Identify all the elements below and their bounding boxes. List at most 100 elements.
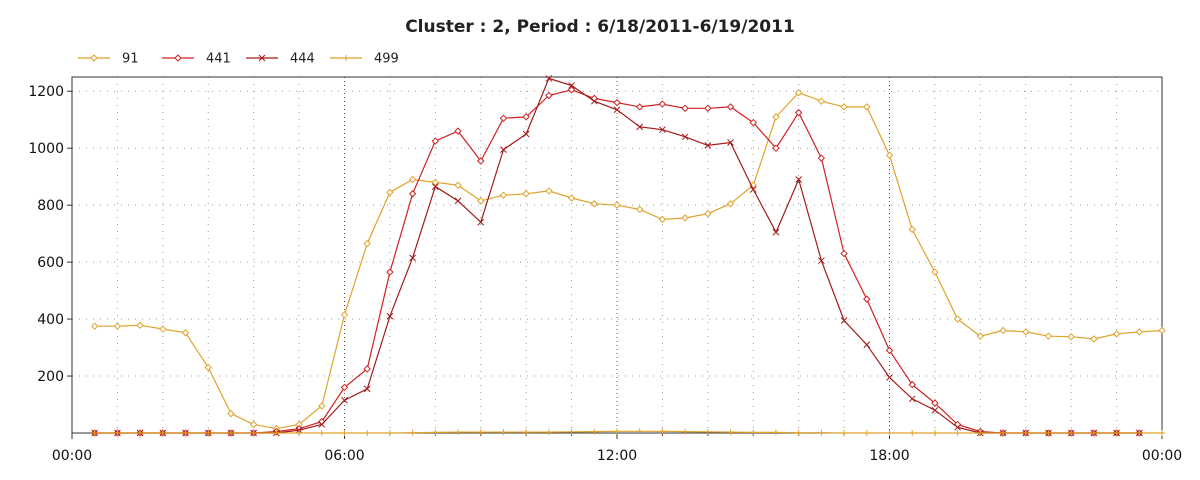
data-point-444 xyxy=(590,97,598,105)
data-point-499 xyxy=(227,430,234,436)
data-point-91 xyxy=(885,151,894,160)
data-point-499 xyxy=(455,429,462,436)
data-point-91 xyxy=(318,402,326,410)
legend-item-441: 441 xyxy=(162,52,231,67)
data-point-499 xyxy=(1136,430,1143,436)
data-point-441 xyxy=(340,383,349,392)
data-point-91 xyxy=(658,215,667,224)
data-point-91 xyxy=(794,88,803,97)
data-point-499 xyxy=(636,428,643,435)
data-point-91 xyxy=(545,187,553,195)
data-point-91 xyxy=(113,322,122,330)
data-point-499 xyxy=(954,430,961,436)
data-point-499 xyxy=(841,430,848,436)
data-point-91 xyxy=(704,209,712,218)
x-tick-label: 12:00 xyxy=(597,448,637,464)
data-point-91 xyxy=(386,188,394,197)
data-point-91 xyxy=(159,325,167,333)
data-point-499 xyxy=(682,428,689,435)
data-point-499 xyxy=(296,430,303,436)
data-point-441 xyxy=(545,91,553,100)
data-point-91 xyxy=(522,190,530,198)
data-point-441 xyxy=(499,114,508,123)
legend-marker xyxy=(90,54,98,62)
y-tick-label: 600 xyxy=(37,255,64,271)
data-point-499 xyxy=(863,430,870,436)
legend: 91 441 444 499 xyxy=(78,52,399,67)
data-point-499 xyxy=(364,430,371,436)
data-point-444 xyxy=(681,133,689,141)
data-point-91 xyxy=(1022,328,1030,336)
data-point-441 xyxy=(931,399,939,407)
data-point-91 xyxy=(613,201,621,209)
y-axis: 200 400 600 800 1000 1200 xyxy=(28,84,72,385)
data-point-499 xyxy=(1113,430,1120,436)
data-point-441 xyxy=(431,137,440,145)
data-point-441 xyxy=(885,346,894,355)
data-point-91 xyxy=(227,409,235,418)
data-point-91 xyxy=(454,181,462,189)
data-point-444 xyxy=(477,218,485,226)
data-point-91 xyxy=(1090,335,1098,343)
data-point-444 xyxy=(636,123,644,131)
data-point-499 xyxy=(614,428,620,435)
y-tick-label: 400 xyxy=(37,312,64,328)
data-point-499 xyxy=(931,430,938,436)
data-point-441 xyxy=(363,365,371,373)
data-point-444 xyxy=(863,341,871,349)
series-499 xyxy=(91,428,1165,436)
x-axis: 00:00 06:00 12:00 18:00 00:00 xyxy=(52,433,1182,464)
data-point-441 xyxy=(749,118,757,127)
legend-label: 444 xyxy=(290,52,315,67)
data-point-444 xyxy=(659,126,666,134)
data-point-91 xyxy=(772,113,780,121)
data-point-441 xyxy=(408,190,417,198)
data-point-499 xyxy=(659,428,666,435)
data-point-444 xyxy=(795,176,803,183)
data-point-91 xyxy=(136,321,144,330)
series-line-444 xyxy=(94,77,1140,434)
data-point-444 xyxy=(727,139,734,146)
data-point-444 xyxy=(409,254,416,262)
x-tick-label: 00:00 xyxy=(1142,448,1182,464)
data-point-441 xyxy=(817,154,826,162)
data-point-91 xyxy=(953,315,962,323)
data-point-441 xyxy=(681,104,689,113)
data-point-91 xyxy=(908,225,916,234)
data-point-499 xyxy=(409,429,416,436)
legend-marker xyxy=(174,54,182,62)
data-point-91 xyxy=(999,326,1007,335)
data-point-499 xyxy=(523,429,530,436)
data-point-499 xyxy=(704,428,711,435)
data-point-499 xyxy=(545,429,552,436)
data-point-499 xyxy=(772,429,779,436)
data-point-499 xyxy=(1068,430,1075,436)
data-point-441 xyxy=(477,157,485,165)
series-line-91 xyxy=(94,91,1163,430)
data-point-499 xyxy=(977,430,984,436)
grid xyxy=(72,77,1162,433)
data-point-91 xyxy=(726,200,735,208)
series-91 xyxy=(91,88,1166,433)
data-point-91 xyxy=(204,363,212,372)
data-point-441 xyxy=(772,144,780,152)
data-point-499 xyxy=(1000,430,1007,436)
data-point-499 xyxy=(568,428,575,435)
x-tick-label: 18:00 xyxy=(869,448,909,464)
y-tick-label: 200 xyxy=(37,369,64,385)
data-point-91 xyxy=(499,191,508,199)
data-point-444 xyxy=(363,385,371,393)
data-point-499 xyxy=(432,429,439,436)
legend-marker xyxy=(258,54,266,62)
legend-item-91: 91 xyxy=(78,52,139,67)
data-point-91 xyxy=(340,311,349,319)
data-point-91 xyxy=(976,332,985,340)
data-point-91 xyxy=(1112,330,1121,338)
data-point-444 xyxy=(386,312,394,320)
data-point-91 xyxy=(567,194,576,202)
data-point-444 xyxy=(704,141,712,149)
data-point-441 xyxy=(567,86,576,94)
data-point-441 xyxy=(908,380,916,389)
data-point-91 xyxy=(590,200,598,208)
